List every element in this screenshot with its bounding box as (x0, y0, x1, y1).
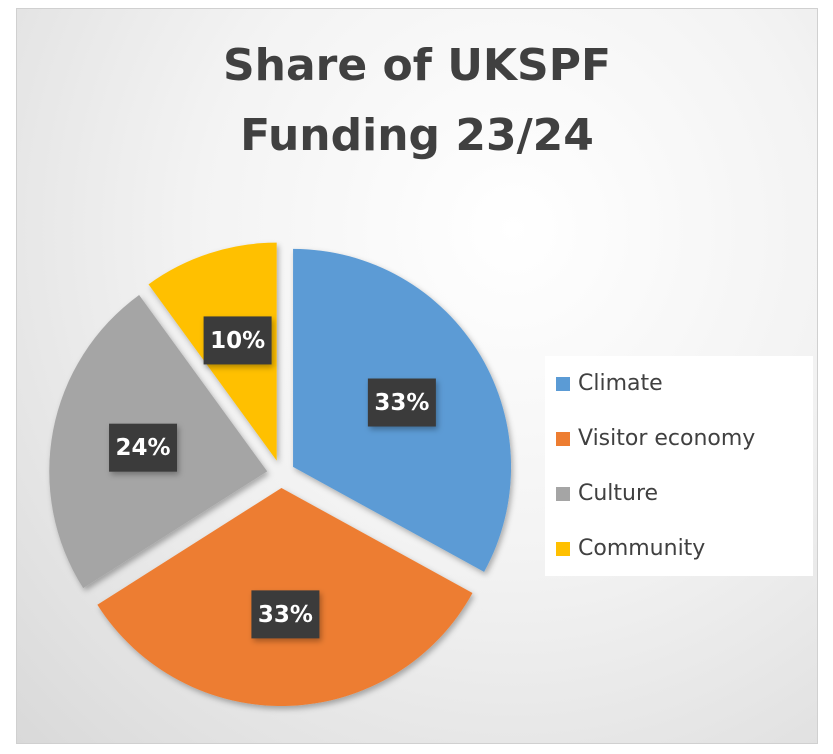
legend-label: Climate (578, 371, 663, 396)
legend-marker (556, 487, 570, 501)
legend-box (545, 356, 813, 576)
chart: 33% 33% 24% 10% Climate Visitor economy Cultur… (49, 242, 813, 706)
legend-label: Community (578, 536, 705, 561)
legend-marker (556, 432, 570, 446)
data-label: 24% (116, 435, 171, 461)
data-label: 33% (258, 602, 313, 628)
legend-marker (556, 542, 570, 556)
chart-area: 33% 33% 24% 10% Climate Visitor economy Cultur… (16, 8, 818, 744)
data-label-box (367, 378, 436, 427)
chart-title: Share of UKSPF Funding 23/24 (222, 40, 612, 161)
legend-marker (556, 377, 570, 391)
data-label-box (203, 316, 272, 365)
legend-label: Culture (578, 481, 658, 506)
data-label: 10% (210, 328, 265, 354)
data-label: 33% (374, 390, 429, 416)
legend-label: Visitor economy (578, 426, 755, 451)
data-label-box (251, 590, 320, 639)
data-label-box (109, 423, 178, 472)
